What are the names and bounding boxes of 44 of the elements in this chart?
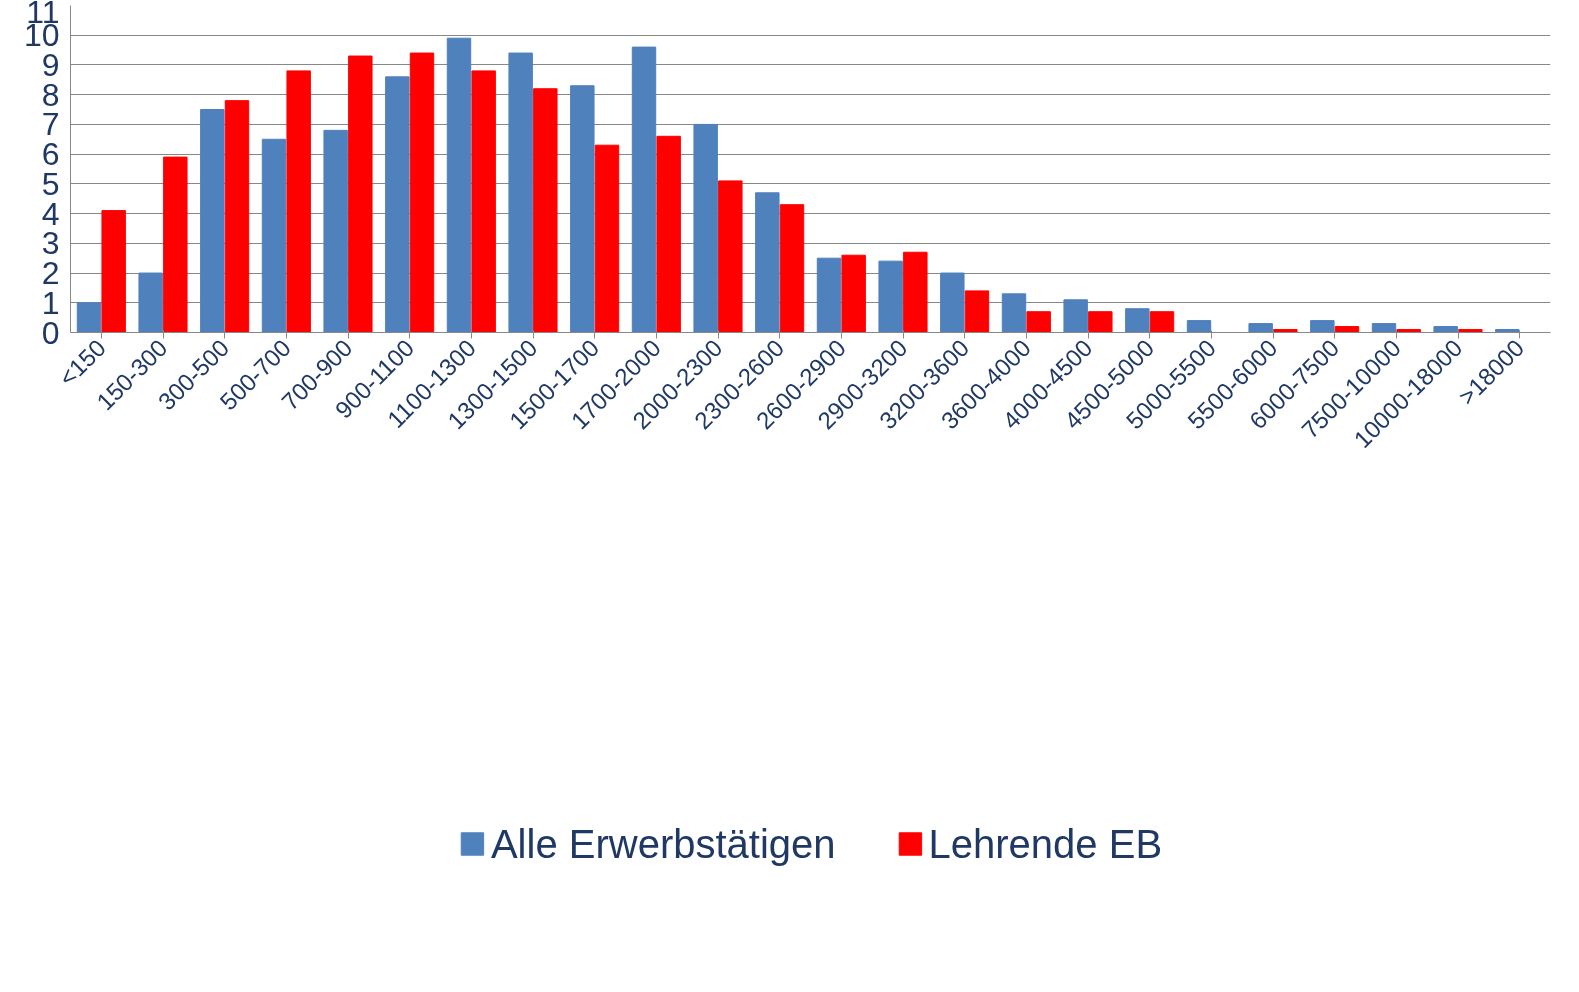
bar (508, 52, 533, 333)
legend-label: Lehrende EB (928, 821, 1163, 867)
bar (385, 76, 410, 333)
bar (693, 123, 718, 333)
bar (1001, 293, 1027, 333)
bar (631, 46, 657, 333)
bar (816, 257, 842, 333)
bar (903, 251, 928, 333)
bar (533, 88, 558, 333)
bar (138, 272, 163, 333)
bar (323, 129, 348, 333)
bar (101, 210, 126, 333)
bar (471, 70, 496, 333)
bar (1248, 323, 1273, 333)
bar (261, 138, 287, 333)
bar (964, 290, 990, 333)
bar (1125, 308, 1150, 333)
bar (878, 260, 903, 333)
bar (940, 272, 965, 333)
bar (1334, 326, 1360, 333)
bar (1371, 323, 1397, 333)
bar (779, 204, 805, 333)
bar (348, 55, 373, 333)
bar (841, 254, 866, 333)
bar (1149, 311, 1175, 333)
bar (200, 109, 225, 333)
bar (409, 52, 435, 333)
bar (755, 192, 780, 333)
bar (76, 302, 102, 333)
bar (656, 135, 681, 333)
bar (1063, 299, 1088, 333)
bar (224, 100, 250, 333)
bar (163, 156, 188, 333)
bar (594, 144, 620, 333)
bar (1026, 311, 1051, 333)
bar (1088, 311, 1113, 333)
bar (570, 85, 595, 333)
bar (1310, 320, 1335, 333)
bar (446, 37, 472, 333)
bar (286, 70, 311, 333)
bar (1186, 320, 1212, 333)
bar (718, 180, 743, 333)
legend-label: Alle Erwerbstätigen (490, 821, 836, 867)
bar (1433, 326, 1458, 333)
